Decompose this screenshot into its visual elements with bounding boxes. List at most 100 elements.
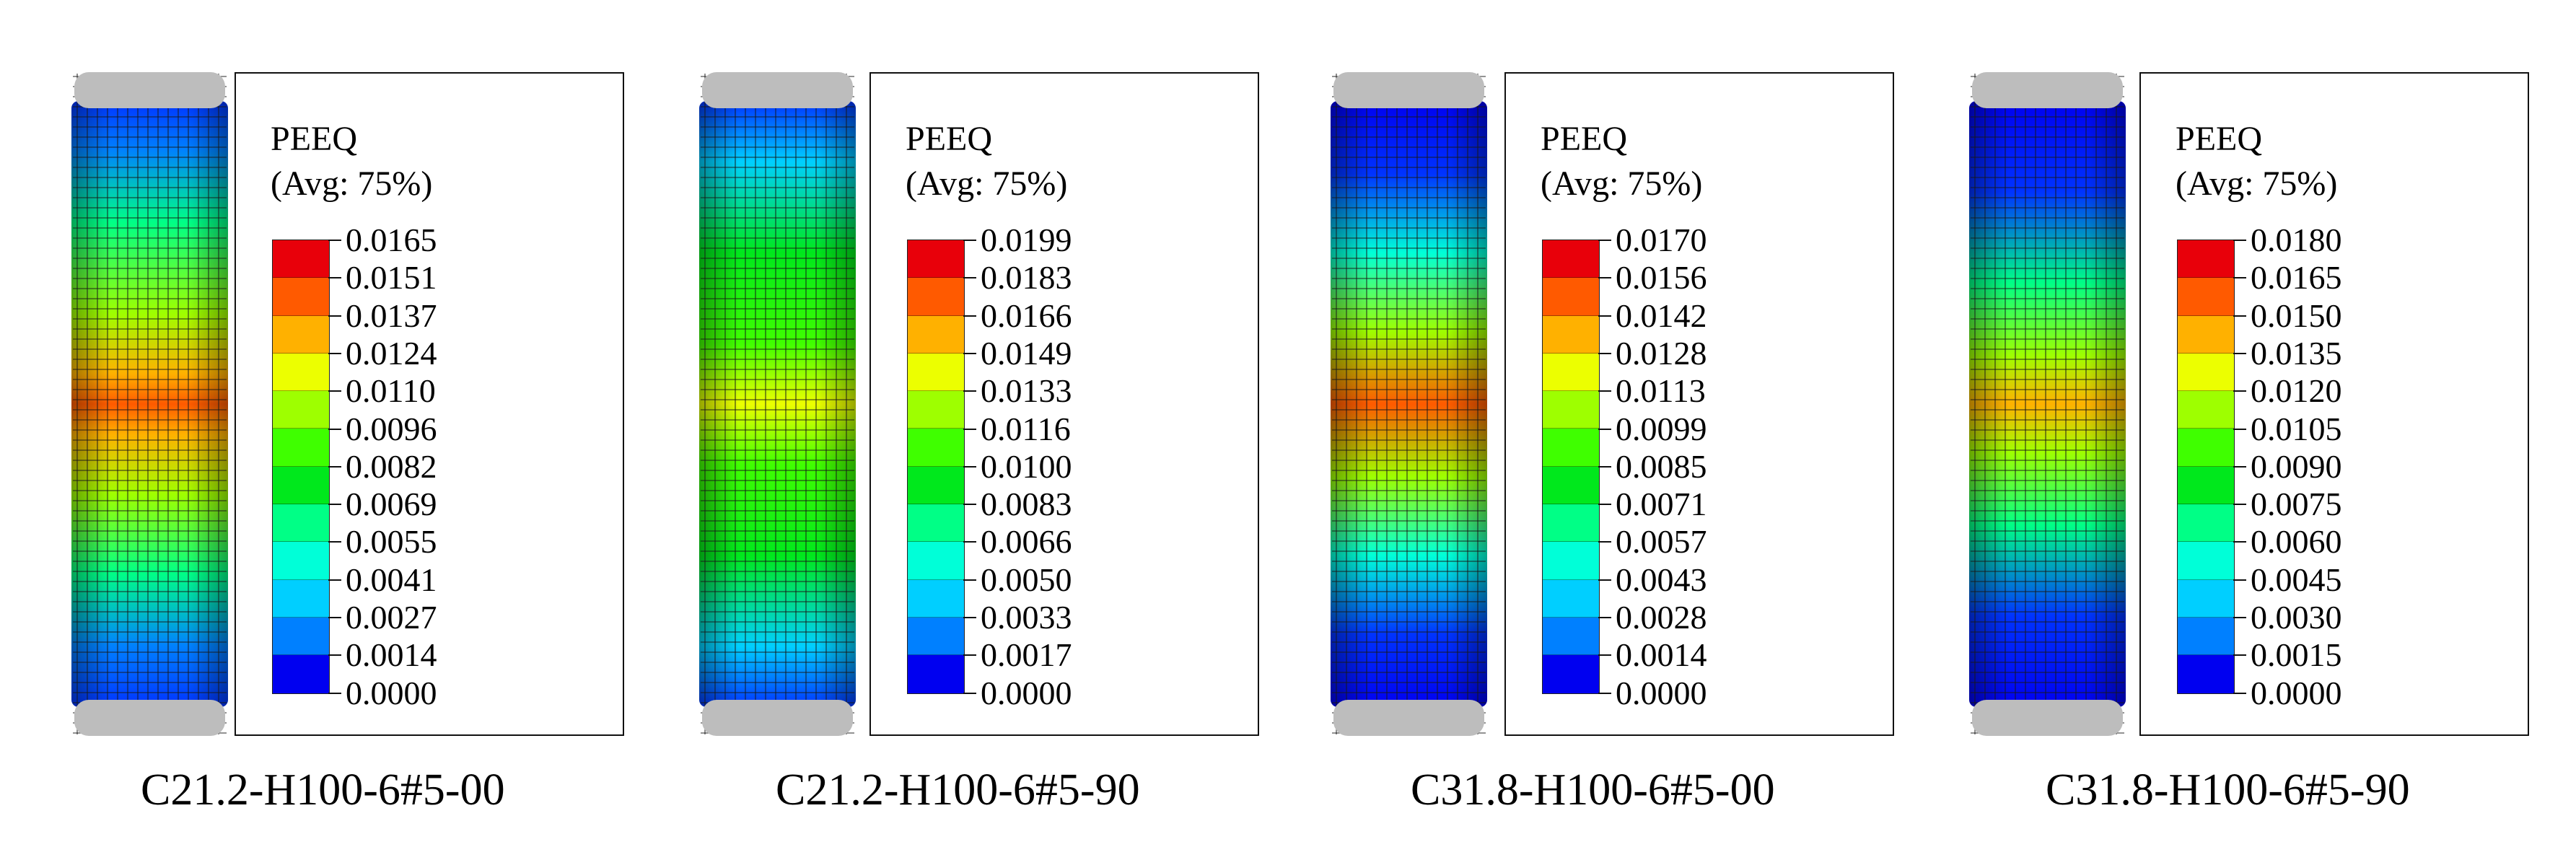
panel-2: PEEQ (Avg: 75%) 0.0199 0.0183 0.0166 0.0149…	[635, 0, 1270, 847]
color-bar-segment	[273, 655, 329, 693]
legend-tick-label: 0.0142	[1616, 297, 1707, 334]
color-bar-segment	[2178, 240, 2234, 278]
legend-tick	[328, 240, 341, 241]
legend-tick	[328, 315, 341, 317]
color-bar-segment	[908, 542, 964, 580]
specimen-contour	[699, 72, 856, 736]
panel-4: PEEQ (Avg: 75%) 0.0180 0.0165 0.0150 0.0135…	[1905, 0, 2540, 847]
specimen-contour	[71, 72, 228, 736]
legend-tick-label: 0.0165	[346, 221, 437, 258]
legend-tick-label: 0.0000	[2251, 674, 2342, 711]
color-bar-segment	[1543, 353, 1599, 392]
legend-tick	[1598, 654, 1611, 657]
legend-title: PEEQ	[1541, 120, 1627, 158]
legend-tick-label: 0.0057	[1616, 523, 1707, 561]
color-bar-segment	[1543, 429, 1599, 467]
legend-tick	[328, 541, 341, 543]
panel-caption: C31.8-H100-6#5-90	[2046, 765, 2410, 815]
legend-tick-label: 0.0156	[1616, 259, 1707, 297]
color-bar-segment	[908, 504, 964, 543]
legend-tick	[328, 504, 341, 506]
legend-subtitle: (Avg: 75%)	[1541, 164, 1703, 203]
legend-box: PEEQ (Avg: 75%) 0.0180 0.0165 0.0150 0.0135…	[2139, 72, 2529, 736]
legend-tick	[1598, 579, 1611, 581]
legend-tick-label: 0.0000	[981, 674, 1072, 711]
color-bar-segment	[2178, 579, 2234, 618]
legend-tick-label: 0.0017	[981, 636, 1072, 674]
legend-tick	[2233, 692, 2246, 694]
legend-tick	[963, 240, 976, 241]
color-bar-segment	[1543, 278, 1599, 316]
legend-tick	[1598, 617, 1611, 618]
legend-tick-label: 0.0116	[981, 410, 1071, 447]
color-bar-segment	[908, 391, 964, 429]
legend-tick	[328, 277, 341, 279]
color-bar-segment	[2178, 278, 2234, 316]
legend-tick-label: 0.0014	[1616, 636, 1707, 674]
specimen-cap	[1972, 700, 2123, 736]
color-bar	[272, 240, 330, 694]
legend-title: PEEQ	[2176, 120, 2262, 158]
legend-tick	[963, 352, 976, 354]
color-bar-segment	[908, 655, 964, 693]
color-bar-segment	[273, 391, 329, 429]
legend-tick-label: 0.0000	[1616, 674, 1707, 711]
specimen-shading	[71, 101, 228, 707]
legend-tick	[2233, 277, 2246, 279]
legend-tick	[963, 465, 976, 468]
legend-tick	[1598, 390, 1611, 392]
legend-tick-label: 0.0060	[2251, 523, 2342, 561]
color-bar-segment	[273, 617, 329, 656]
legend-tick	[2233, 654, 2246, 657]
legend-tick-label: 0.0082	[346, 447, 437, 485]
color-bar-segment	[1543, 466, 1599, 505]
legend-tick	[1598, 541, 1611, 543]
color-bar-segment	[908, 278, 964, 316]
specimen-cap	[74, 72, 225, 108]
legend-tick	[1598, 315, 1611, 317]
legend-tick-label: 0.0015	[2251, 636, 2342, 674]
legend-tick-label: 0.0069	[346, 486, 437, 523]
legend-tick	[963, 654, 976, 657]
legend-tick-label: 0.0199	[981, 221, 1072, 258]
legend-tick	[1598, 352, 1611, 354]
specimen-cap	[1333, 72, 1484, 108]
color-bar-segment	[2178, 391, 2234, 429]
legend-tick-label: 0.0135	[2251, 334, 2342, 372]
legend-tick	[963, 692, 976, 694]
legend-tick-label: 0.0028	[1616, 599, 1707, 636]
specimen-mesh	[701, 74, 854, 734]
color-bar-segment	[908, 240, 964, 278]
color-bar-segment	[2178, 315, 2234, 354]
legend-tick-label: 0.0000	[346, 674, 437, 711]
color-bar-segment	[2178, 429, 2234, 467]
legend-tick	[963, 390, 976, 392]
legend-tick	[2233, 240, 2246, 241]
legend-tick-label: 0.0041	[346, 561, 437, 598]
color-bar-segment	[908, 429, 964, 467]
legend-box: PEEQ (Avg: 75%) 0.0170 0.0156 0.0142 0.0128…	[1504, 72, 1894, 736]
legend-tick	[963, 617, 976, 618]
legend-tick-label: 0.0165	[2251, 259, 2342, 297]
legend-tick	[1598, 692, 1611, 694]
legend-tick	[1598, 465, 1611, 468]
panel-caption: C21.2-H100-6#5-90	[776, 765, 1140, 815]
specimen-contour	[1331, 72, 1487, 736]
legend-tick-label: 0.0014	[346, 636, 437, 674]
legend-tick-label: 0.0105	[2251, 410, 2342, 447]
legend-tick	[328, 579, 341, 581]
legend-subtitle: (Avg: 75%)	[2176, 164, 2338, 203]
color-bar-segment	[273, 353, 329, 392]
legend-tick-label: 0.0045	[2251, 561, 2342, 598]
color-bar-segment	[1543, 655, 1599, 693]
legend-tick-label: 0.0137	[346, 297, 437, 334]
legend-tick-label: 0.0183	[981, 259, 1072, 297]
legend-tick	[963, 277, 976, 279]
legend-tick-label: 0.0128	[1616, 334, 1707, 372]
legend-tick	[963, 579, 976, 581]
legend-tick	[2233, 504, 2246, 506]
specimen-cap	[1333, 700, 1484, 736]
color-bar-segment	[908, 353, 964, 392]
specimen-cap	[702, 700, 853, 736]
color-bar-segment	[2178, 353, 2234, 392]
